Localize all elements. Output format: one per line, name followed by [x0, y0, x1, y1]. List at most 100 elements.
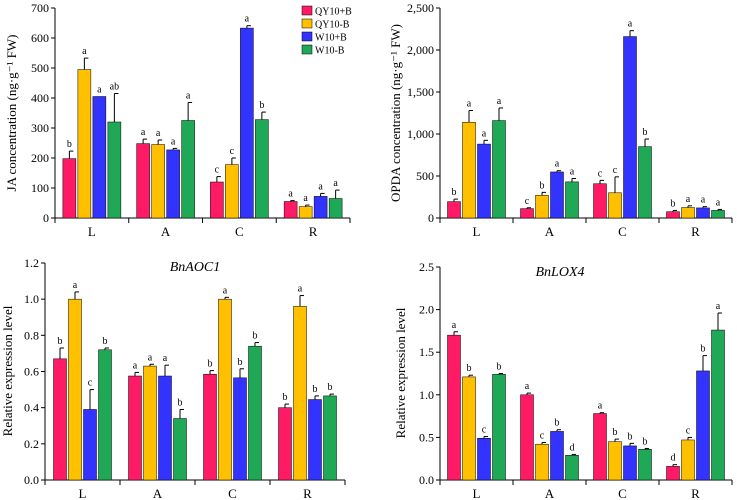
significance-letter: b	[643, 436, 648, 447]
bar-qy10b-r	[293, 306, 307, 481]
y-tick-label: 1,000	[407, 127, 434, 141]
y-tick-label: 0.5	[419, 430, 434, 444]
bar-qy10b-r	[666, 466, 680, 481]
x-tick-label: C	[228, 486, 237, 500]
bar-qy10b-l	[77, 69, 92, 219]
significance-letter: a	[186, 91, 191, 102]
y-tick-label: 1.0	[419, 388, 434, 402]
y-tick-label: 0.0	[419, 473, 434, 487]
x-tick-label: L	[88, 224, 96, 239]
bar-w10b-a	[565, 455, 579, 481]
bar-w10b-c	[233, 377, 247, 481]
significance-letter: b	[313, 384, 318, 395]
significance-letter: d	[570, 442, 575, 453]
y-tick-label: 2,500	[407, 1, 434, 15]
significance-letter: b	[555, 418, 560, 429]
y-axis-label: Relative expression level	[0, 305, 15, 436]
bar-qy10b-a	[143, 365, 157, 481]
y-tick-label: 0.8	[24, 328, 39, 342]
y-axis-label: JA concentration (ng·g⁻¹ FW)	[4, 35, 19, 192]
significance-letter: b	[259, 100, 264, 111]
significance-letter: b	[497, 362, 502, 373]
bar-w10b-l	[477, 143, 491, 219]
significance-letter: a	[133, 360, 138, 371]
significance-letter: a	[171, 136, 176, 147]
significance-letter: a	[716, 301, 721, 312]
chart-opda: 0 500 1,000 1,500 2,000 2,500 OPDA concentrati…	[388, 1, 733, 239]
bar-w10b-r	[308, 399, 322, 481]
bar-qy10b-c	[218, 298, 232, 481]
bar-qy10b-r	[298, 206, 313, 219]
y-tick-label: 200	[31, 151, 49, 165]
bar-w10b-a	[565, 181, 579, 219]
chart-lox4: 0.0 0.5 1.0 1.5 2.0 2.5 Relative expression le…	[393, 260, 733, 500]
bar-w10b-c	[623, 36, 637, 219]
significance-letter: b	[701, 344, 706, 355]
significance-letter: c	[215, 165, 220, 176]
significance-letter: b	[238, 357, 243, 368]
y-tick-label: 600	[31, 31, 49, 45]
significance-letter: b	[208, 359, 213, 370]
x-tick-label: A	[545, 224, 555, 239]
bar-w10b-l	[492, 374, 506, 481]
bar-qy10b-c	[593, 413, 607, 481]
significance-letter: c	[540, 431, 545, 442]
bar-w10b-c	[255, 119, 269, 219]
y-tick-label: 0	[43, 211, 49, 225]
y-tick-label: 500	[31, 61, 49, 75]
significance-letter: b	[643, 127, 648, 138]
bar-qy10b-l	[447, 334, 461, 481]
significance-letter: b	[467, 363, 472, 374]
legend-swatch	[301, 18, 313, 29]
significance-letter: b	[328, 382, 333, 393]
significance-letter: b	[540, 180, 545, 191]
x-tick-label: A	[153, 486, 163, 500]
significance-letter: a	[482, 128, 487, 139]
bar-w10b-r	[711, 210, 725, 219]
bar-qy10b-r	[283, 201, 298, 219]
bar-w10b-r	[711, 329, 725, 481]
bar-qy10b-a	[136, 143, 150, 219]
significance-letter: d	[671, 453, 676, 464]
bar-w10b-r	[328, 198, 343, 219]
y-tick-label: 0	[428, 211, 434, 225]
significance-letter: a	[452, 320, 457, 331]
bar-w10b-l	[83, 409, 97, 481]
significance-letter: c	[686, 425, 691, 436]
legend-swatch	[301, 5, 313, 16]
x-tick-label: C	[235, 224, 244, 239]
significance-letter: a	[497, 96, 502, 107]
legend-label: W10-B	[315, 46, 345, 57]
significance-letter: b	[103, 336, 108, 347]
bar-w10b-r	[696, 370, 710, 481]
bar-w10b-a	[173, 418, 187, 481]
bar-w10b-a	[550, 431, 564, 481]
significance-letter: c	[613, 165, 618, 176]
x-tick-label: L	[79, 486, 87, 500]
bar-w10b-c	[248, 345, 262, 481]
legend-label: QY10-B	[315, 20, 350, 31]
significance-letter: b	[178, 397, 183, 408]
significance-letter: c	[598, 168, 603, 179]
significance-letter: b	[671, 198, 676, 209]
significance-letter: a	[97, 85, 102, 96]
bar-w10b-c	[638, 146, 652, 219]
legend-label: QY10+B	[315, 7, 352, 18]
significance-letter: b	[613, 427, 618, 438]
bar-w10b-a	[181, 120, 195, 219]
legend-swatch	[301, 44, 313, 55]
bar-w10b-l	[107, 121, 122, 219]
chart-title: BnLOX4	[536, 265, 585, 280]
significance-letter: c	[482, 425, 487, 436]
bar-qy10b-c	[608, 441, 622, 481]
bar-w10b-r	[313, 196, 328, 219]
significance-letter: a	[303, 193, 308, 204]
bar-w10b-r	[696, 207, 710, 219]
bar-qy10b-a	[520, 394, 534, 481]
bar-qy10b-l	[462, 376, 476, 481]
x-tick-label: R	[303, 486, 312, 500]
significance-letter: c	[230, 146, 235, 157]
bar-w10b-c	[240, 27, 254, 219]
y-axis-label: Relative expression level	[393, 307, 408, 438]
bar-w10b-c	[638, 449, 652, 481]
